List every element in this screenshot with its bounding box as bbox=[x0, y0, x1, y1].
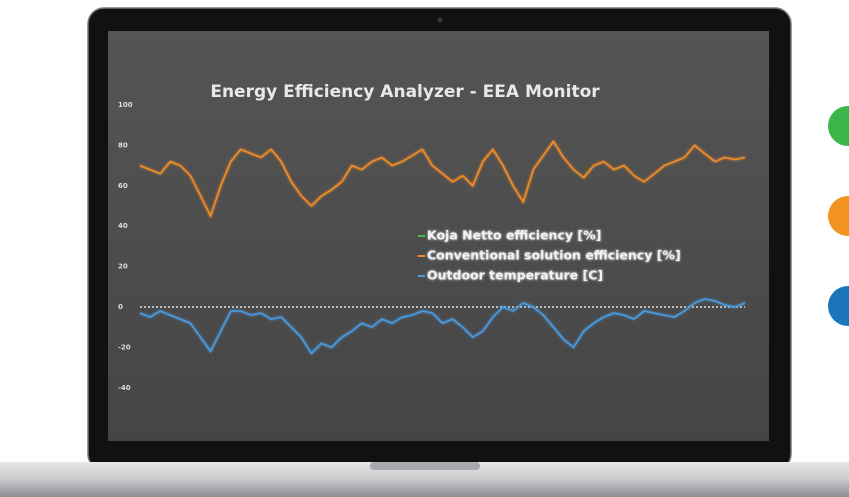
y-tick-label: -20 bbox=[118, 343, 131, 351]
chart-title: Energy Efficiency Analyzer - EEA Monitor bbox=[210, 82, 600, 102]
y-tick-label: 60 bbox=[118, 182, 128, 190]
camera bbox=[438, 18, 443, 23]
y-tick-label: 40 bbox=[118, 222, 128, 230]
notch bbox=[370, 462, 480, 470]
y-tick-label: 20 bbox=[118, 263, 128, 271]
decor-dot bbox=[828, 106, 849, 146]
y-tick-label: 0 bbox=[118, 303, 123, 311]
legend-label: Conventional solution efficiency [%] bbox=[427, 248, 681, 263]
y-tick-label: -40 bbox=[118, 384, 131, 392]
laptop-screenshot: Energy Efficiency Analyzer - EEA Monitor… bbox=[0, 0, 849, 497]
legend-label: Koja Netto efficiency [%] bbox=[427, 228, 601, 243]
decor-dot bbox=[828, 196, 849, 236]
legend-label: Outdoor temperature [C] bbox=[427, 268, 603, 283]
y-tick-label: 80 bbox=[118, 141, 128, 149]
decor-dot bbox=[828, 286, 849, 326]
y-tick-label: 100 bbox=[118, 101, 133, 109]
